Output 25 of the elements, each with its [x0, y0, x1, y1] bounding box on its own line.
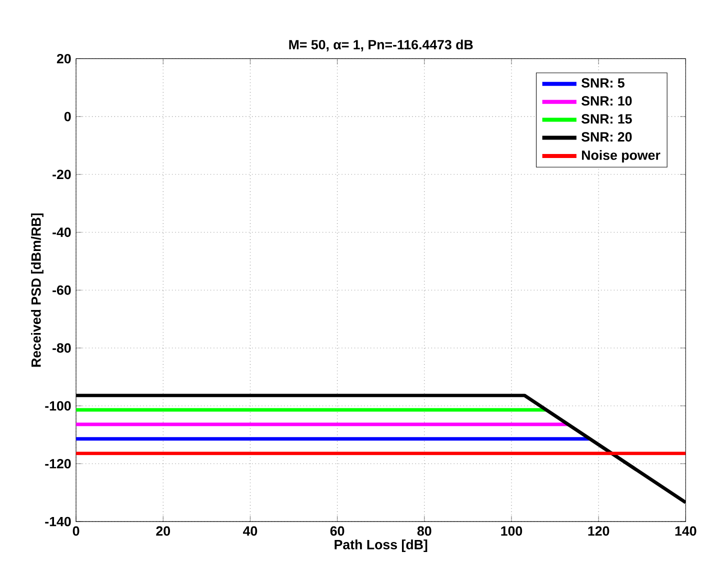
y-tick-label: 20: [56, 54, 71, 64]
x-tick-label: 80: [417, 526, 432, 536]
legend-label: SNR: 10: [581, 96, 632, 106]
y-tick-label: -140: [45, 517, 71, 526]
y-tick-label: -60: [52, 286, 71, 296]
x-tick-label: 140: [675, 526, 696, 536]
x-tick-label: 20: [156, 526, 170, 536]
y-axis-title: Received PSD [dBm/RB]: [31, 214, 44, 367]
y-tick-label: -40: [52, 228, 71, 238]
legend-label: SNR: 20: [581, 132, 632, 142]
x-axis-title: Path Loss [dB]: [334, 540, 428, 552]
legend-label: SNR: 5: [581, 78, 624, 88]
y-tick-label: -80: [52, 343, 71, 353]
legend-label: Noise power: [582, 150, 660, 163]
y-tick-label: -20: [52, 170, 71, 180]
x-tick-label: 100: [501, 526, 522, 536]
y-tick-label: -120: [45, 459, 71, 469]
x-tick-label: 40: [243, 526, 258, 536]
legend-label: SNR: 15: [581, 114, 632, 124]
y-tick-label: -100: [45, 401, 71, 411]
x-tick-label: 0: [72, 526, 80, 536]
x-tick-label: 60: [330, 526, 344, 536]
x-tick-label: 120: [588, 526, 610, 536]
y-tick-label: 0: [64, 112, 71, 122]
chart-title: M= 50, α= 1, Pn=-116.4473 dB: [289, 40, 473, 52]
